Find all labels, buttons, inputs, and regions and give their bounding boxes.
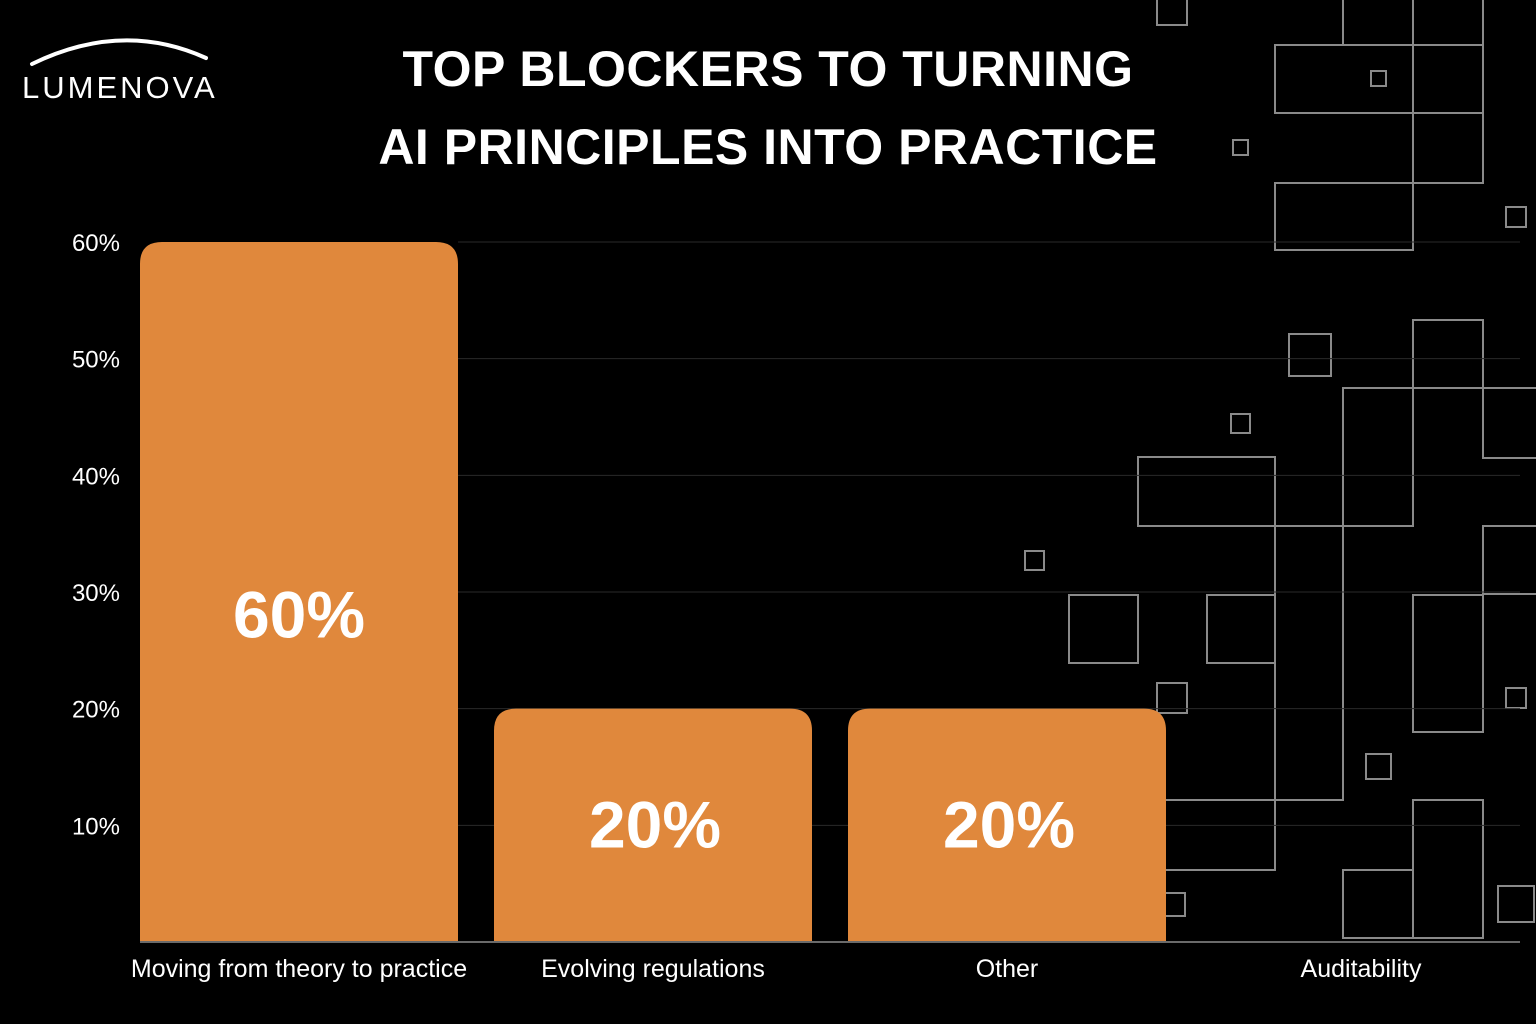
chart-title: TOP BLOCKERS TO TURNING AI PRINCIPLES IN… — [268, 30, 1268, 186]
chart-title-line-2: AI PRINCIPLES INTO PRACTICE — [378, 119, 1158, 175]
bar-data-label: 20% — [943, 787, 1075, 861]
bar — [140, 242, 458, 942]
x-tick-label: Auditability — [1301, 955, 1422, 983]
chart-title-line-1: TOP BLOCKERS TO TURNING — [402, 41, 1134, 97]
y-tick-label: 50% — [72, 347, 120, 374]
logo-arc-icon — [30, 38, 208, 66]
y-tick-label: 20% — [72, 697, 120, 724]
bar — [494, 708, 812, 942]
y-tick-label: 60% — [72, 230, 120, 257]
y-tick-label: 40% — [72, 463, 120, 490]
logo-wordmark: LUMENOVA — [22, 70, 218, 105]
x-tick-label: Evolving regulations — [541, 955, 765, 983]
x-tick-label: Other — [976, 955, 1039, 983]
bar-data-label: 20% — [589, 787, 721, 861]
y-tick-label: 10% — [72, 813, 120, 840]
lumenova-logo: LUMENOVA — [22, 28, 232, 108]
y-tick-label: 30% — [72, 580, 120, 607]
bar-data-label: 60% — [233, 577, 365, 651]
x-tick-label: Moving from theory to practice — [131, 955, 467, 983]
bar — [848, 708, 1166, 942]
